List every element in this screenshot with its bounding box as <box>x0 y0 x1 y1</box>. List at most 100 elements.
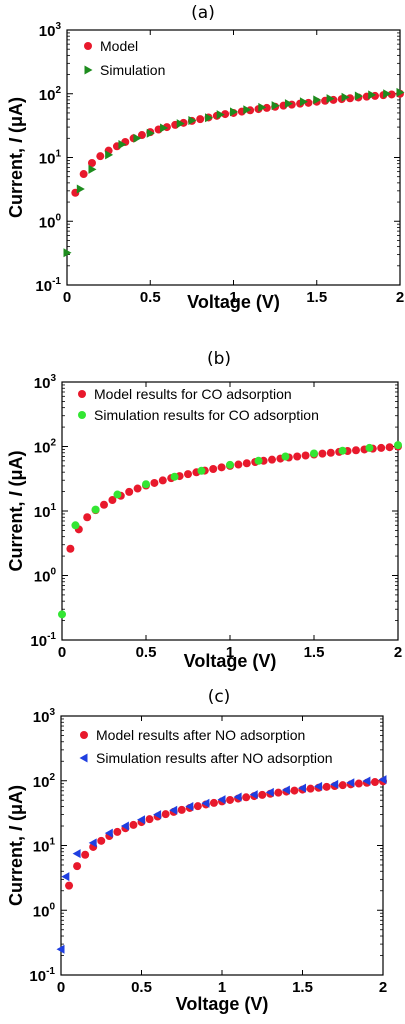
data-point-series-2 <box>76 184 85 194</box>
x-axis-label: Voltage (V) <box>184 651 277 671</box>
data-point-series-1 <box>258 790 267 799</box>
data-point-series-2 <box>265 787 274 797</box>
data-point-series-2 <box>354 91 363 101</box>
data-point-series-1 <box>352 446 360 455</box>
data-point-series-1 <box>226 795 235 804</box>
data-point-series-1 <box>87 158 96 167</box>
y-tick-label: 101 <box>34 502 57 521</box>
y-tick-label: 103 <box>34 373 57 392</box>
legend-marker-series-2 <box>78 411 86 419</box>
data-point-series-1 <box>161 810 170 819</box>
x-axis-label: Voltage (V) <box>176 994 269 1014</box>
legend-marker-series-2 <box>84 65 93 75</box>
data-point-series-1 <box>293 452 302 461</box>
data-point-series-2 <box>105 150 114 160</box>
data-point-series-2 <box>243 105 252 115</box>
x-tick-label: 1 <box>229 289 237 306</box>
data-point-series-2 <box>146 128 155 138</box>
legend-label-series-1: Model results for CO adsorption <box>94 386 292 402</box>
legend-label-series-2: Simulation results after NO adsorption <box>96 750 333 766</box>
data-point-series-2 <box>258 102 267 112</box>
data-point-series-2 <box>230 107 238 117</box>
x-tick-label: 0.5 <box>140 289 161 306</box>
legend-label-series-1: Model <box>100 38 138 54</box>
data-point-series-1 <box>387 90 396 99</box>
data-point-series-1 <box>97 836 106 845</box>
x-tick-label: 1 <box>218 979 226 996</box>
data-point-series-1 <box>150 478 159 487</box>
y-tick-label: 103 <box>33 707 56 726</box>
x-tick-label: 1.5 <box>306 289 327 306</box>
data-point-series-2 <box>104 828 113 838</box>
x-tick-label: 2 <box>396 289 404 306</box>
panel-label: (a) <box>191 3 215 23</box>
data-point-series-1 <box>370 778 379 787</box>
data-point-series-1 <box>193 802 202 811</box>
data-point-series-2 <box>217 795 226 805</box>
data-point-series-2 <box>185 802 194 812</box>
y-tick-label: 100 <box>33 901 56 920</box>
data-point-series-2 <box>338 446 347 455</box>
data-point-series-2 <box>56 944 65 954</box>
data-point-series-2 <box>362 776 371 786</box>
x-tick-label: 1.5 <box>292 979 313 996</box>
data-point-series-1 <box>81 850 90 859</box>
y-tick-label: 10-1 <box>35 276 61 295</box>
data-point-series-2 <box>201 798 210 808</box>
data-point-series-2 <box>61 872 70 882</box>
y-tick-label: 103 <box>39 21 62 40</box>
data-point-series-1 <box>274 788 283 797</box>
data-point-series-1 <box>242 459 251 468</box>
data-point-series-1 <box>83 513 92 522</box>
data-point-series-2 <box>137 815 145 825</box>
legend-marker-series-2 <box>79 753 88 763</box>
data-point-series-1 <box>262 103 271 112</box>
y-tick-label: 100 <box>34 567 57 586</box>
data-point-series-2 <box>281 785 290 795</box>
data-point-series-1 <box>326 448 335 457</box>
data-point-series-2 <box>313 95 322 105</box>
x-tick-label: 0.5 <box>136 644 157 661</box>
data-point-series-1 <box>377 443 386 452</box>
panel-a: (a) 0 0.5 1 1.5 2 10-1 100 101 102 103 Model Simulat… <box>0 0 405 340</box>
x-tick-label: 1 <box>226 644 234 661</box>
y-tick-label: 10-1 <box>29 966 55 985</box>
data-point-series-2 <box>153 810 162 820</box>
x-tick-label: 2 <box>379 979 387 996</box>
data-point-series-2 <box>216 110 225 120</box>
data-point-series-2 <box>284 99 293 109</box>
data-point-series-2 <box>118 139 127 149</box>
y-axis-label: Current, I (μA) <box>6 450 26 571</box>
data-point-series-2 <box>120 821 129 831</box>
y-tick-label: 100 <box>39 212 62 231</box>
data-point-series-2 <box>142 480 150 489</box>
data-point-series-1 <box>217 463 226 472</box>
data-point-series-2 <box>205 113 214 123</box>
data-point-series-2 <box>249 790 258 800</box>
data-point-series-2 <box>233 792 242 802</box>
data-point-series-1 <box>100 500 108 509</box>
data-point-series-2 <box>88 164 97 174</box>
panel-label: (c) <box>208 687 231 707</box>
data-point-series-2 <box>383 89 392 99</box>
data-point-series-1 <box>133 484 142 493</box>
data-point-series-1 <box>209 798 218 807</box>
data-point-series-2 <box>170 472 179 481</box>
data-point-series-1 <box>385 443 394 452</box>
data-point-series-2 <box>91 505 100 514</box>
data-point-series-1 <box>318 449 327 458</box>
data-point-series-1 <box>268 455 276 464</box>
data-point-series-2 <box>378 775 387 785</box>
x-tick-label: 2 <box>394 644 402 661</box>
x-tick-label: 0 <box>57 979 65 996</box>
data-point-series-2 <box>188 116 197 126</box>
data-point-series-1 <box>354 779 363 788</box>
legend-label-series-2: Simulation <box>100 62 165 78</box>
panel-c: (c) 0 0.5 1 1.5 2 10-1 100 101 102 103 Model result… <box>0 680 405 1024</box>
data-point-series-2 <box>88 838 97 848</box>
data-point-series-2 <box>281 452 290 461</box>
data-point-series-1 <box>65 881 74 890</box>
data-point-series-2 <box>298 783 306 793</box>
data-point-series-1 <box>137 131 146 140</box>
data-point-series-2 <box>271 101 280 111</box>
